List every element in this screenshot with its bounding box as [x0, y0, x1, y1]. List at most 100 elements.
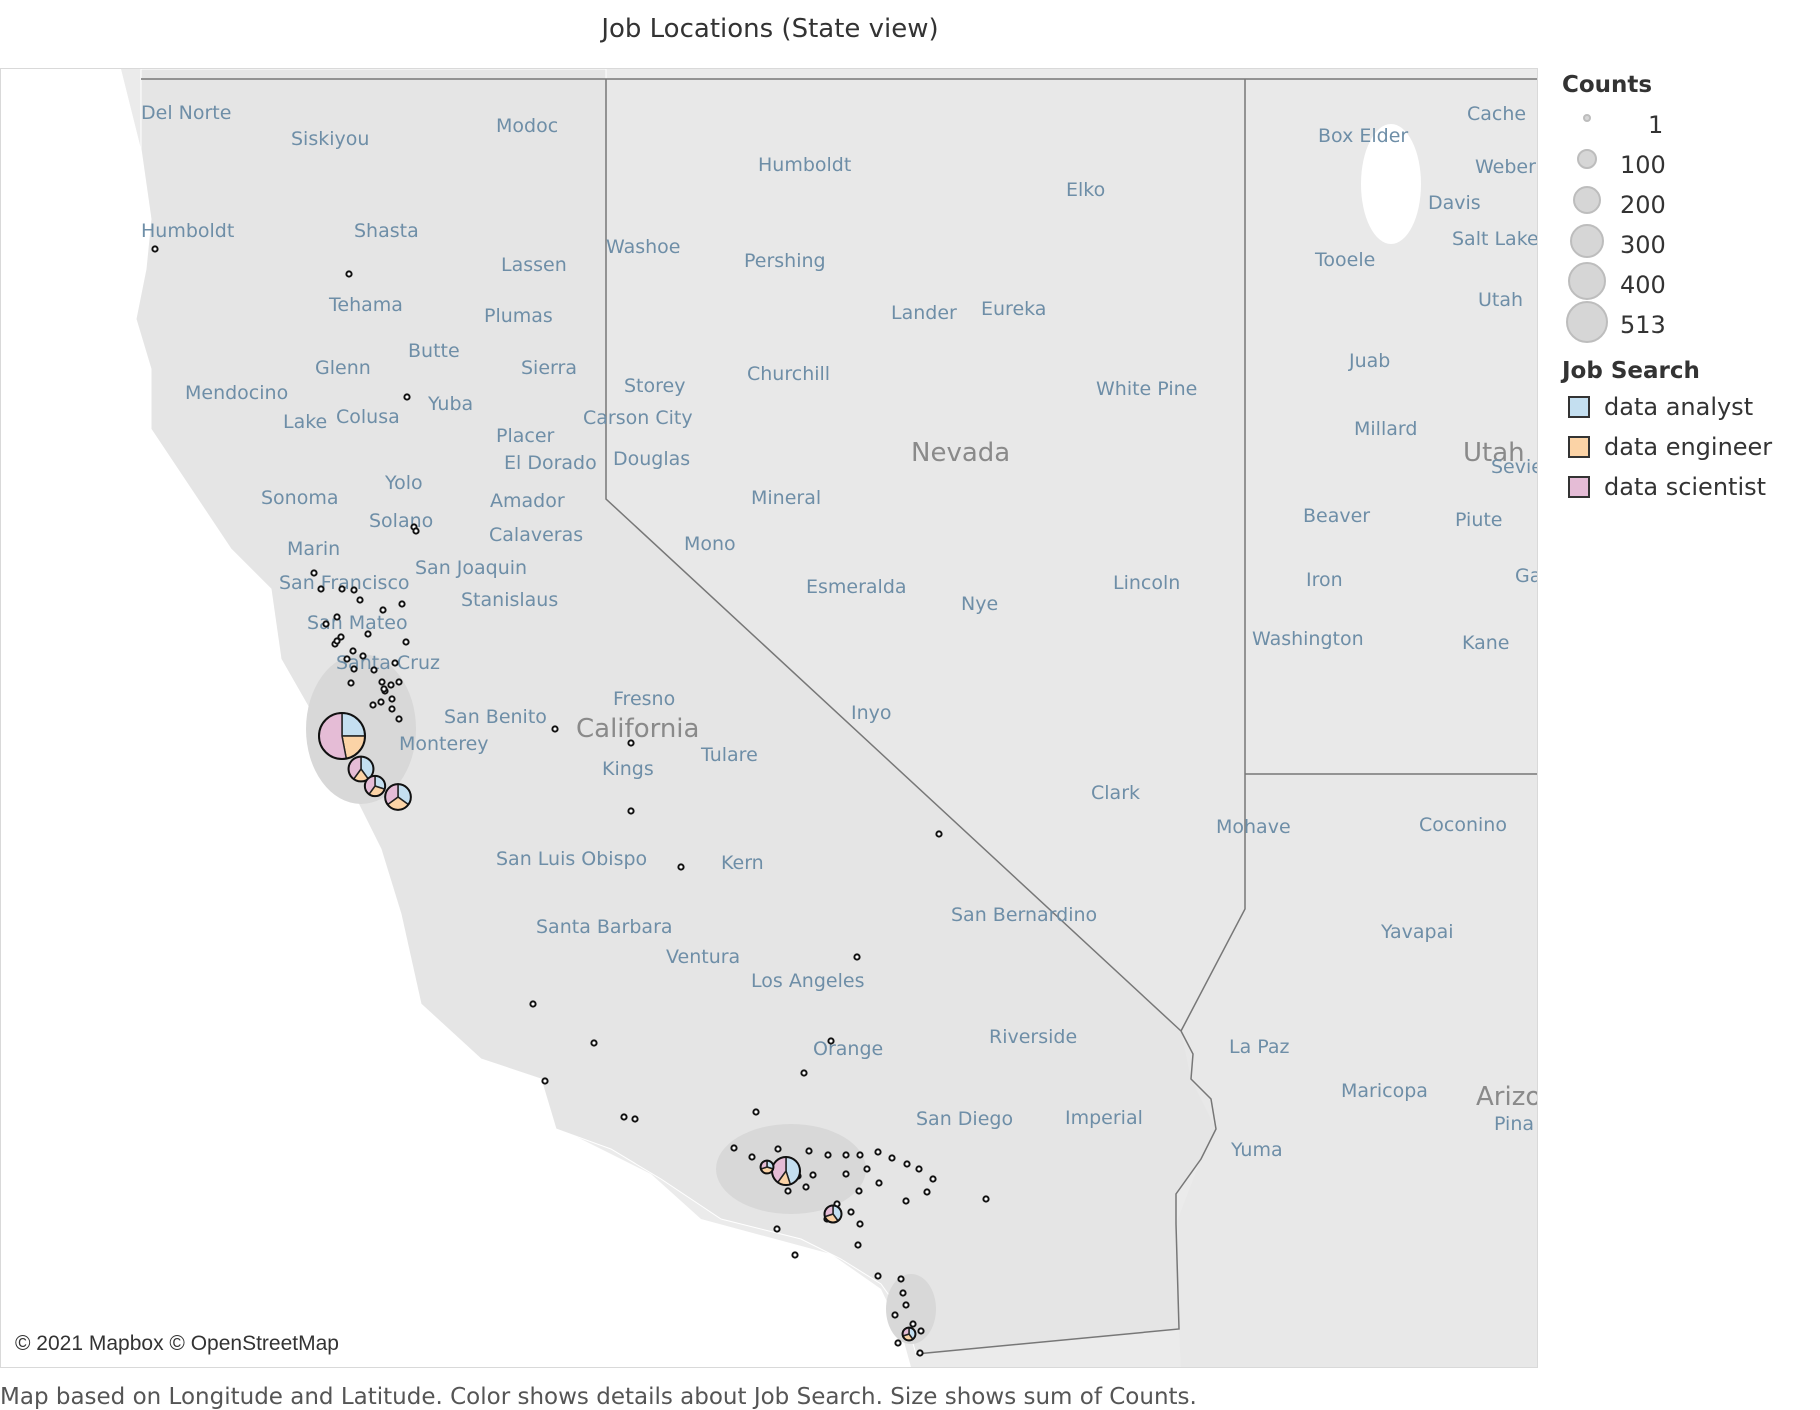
map-canvas[interactable]: California Nevada Utah Arizo Del Norte Si…	[1, 69, 1537, 1367]
job-location-dot[interactable]	[894, 1339, 902, 1347]
job-location-dot[interactable]	[824, 1151, 832, 1159]
job-location-dot[interactable]	[333, 637, 341, 645]
job-location-dot[interactable]	[345, 270, 353, 278]
job-location-dot[interactable]	[809, 1171, 817, 1179]
job-location-dot[interactable]	[395, 678, 403, 686]
job-location-dot[interactable]	[398, 600, 406, 608]
job-location-dot[interactable]	[805, 1147, 813, 1155]
job-location-dot[interactable]	[322, 620, 330, 628]
job-location-dot[interactable]	[359, 652, 367, 660]
job-location-dot[interactable]	[891, 1311, 899, 1319]
job-location-dot[interactable]	[982, 1195, 990, 1203]
job-location-dot[interactable]	[856, 1220, 864, 1228]
map-view[interactable]: California Nevada Utah Arizo Del Norte Si…	[0, 68, 1538, 1368]
job-location-dot[interactable]	[773, 1225, 781, 1233]
job-pie-marker[interactable]	[318, 712, 366, 760]
job-location-dot[interactable]	[842, 1151, 850, 1159]
job-location-dot[interactable]	[350, 665, 358, 673]
job-pie-marker[interactable]	[823, 1204, 843, 1224]
job-location-dot[interactable]	[909, 1320, 917, 1328]
color-legend-item[interactable]: data engineer	[1562, 430, 1812, 470]
job-location-dot[interactable]	[387, 681, 395, 689]
job-location-dot[interactable]	[388, 695, 396, 703]
job-location-dot[interactable]	[800, 1069, 808, 1077]
map-attribution[interactable]: © 2021 Mapbox © OpenStreetMap	[9, 1329, 345, 1359]
job-location-dot[interactable]	[380, 685, 388, 693]
size-legend-item[interactable]: 1	[1562, 104, 1812, 144]
job-location-dot[interactable]	[855, 1187, 863, 1195]
size-legend-item[interactable]: 200	[1562, 184, 1812, 224]
job-location-dot[interactable]	[627, 807, 635, 815]
job-location-dot[interactable]	[317, 585, 325, 593]
color-legend-item[interactable]: data scientist	[1562, 470, 1812, 510]
job-location-dot[interactable]	[897, 1275, 905, 1283]
size-legend-item[interactable]: 513	[1562, 301, 1812, 344]
job-location-dot[interactable]	[395, 715, 403, 723]
job-location-dot[interactable]	[356, 596, 364, 604]
job-location-dot[interactable]	[343, 655, 351, 663]
job-location-dot[interactable]	[349, 647, 357, 655]
job-pie-marker[interactable]	[759, 1159, 775, 1175]
job-location-dot[interactable]	[337, 633, 345, 641]
job-location-dot[interactable]	[916, 1349, 924, 1357]
job-location-dot[interactable]	[929, 1175, 937, 1183]
job-location-dot[interactable]	[369, 701, 377, 709]
job-location-dot[interactable]	[923, 1188, 931, 1196]
job-location-dot[interactable]	[350, 586, 358, 594]
job-location-dot[interactable]	[899, 1289, 907, 1297]
job-pie-marker[interactable]	[347, 755, 375, 783]
job-pie-marker[interactable]	[384, 783, 412, 811]
job-location-dot[interactable]	[827, 1037, 835, 1045]
job-location-dot[interactable]	[752, 1108, 760, 1116]
job-pie-marker[interactable]	[901, 1326, 917, 1342]
job-location-dot[interactable]	[338, 585, 346, 593]
size-legend-item[interactable]: 400	[1562, 262, 1812, 304]
job-location-dot[interactable]	[902, 1197, 910, 1205]
job-location-dot[interactable]	[627, 739, 635, 747]
job-pie-marker[interactable]	[363, 774, 387, 798]
job-location-dot[interactable]	[631, 1115, 639, 1123]
job-location-dot[interactable]	[620, 1113, 628, 1121]
size-legend-item[interactable]: 300	[1562, 224, 1812, 264]
job-location-dot[interactable]	[875, 1179, 883, 1187]
job-location-dot[interactable]	[310, 569, 318, 577]
job-location-dot[interactable]	[391, 659, 399, 667]
size-legend-item[interactable]: 100	[1562, 144, 1812, 184]
job-location-dot[interactable]	[902, 1301, 910, 1309]
job-location-dot[interactable]	[378, 678, 386, 686]
job-location-dot[interactable]	[388, 705, 396, 713]
job-location-dot[interactable]	[364, 630, 372, 638]
job-location-dot[interactable]	[333, 613, 341, 621]
job-location-dot[interactable]	[412, 527, 420, 535]
job-location-dot[interactable]	[551, 725, 559, 733]
job-location-dot[interactable]	[402, 638, 410, 646]
job-pie-marker[interactable]	[771, 1156, 801, 1186]
job-location-dot[interactable]	[903, 1160, 911, 1168]
job-location-dot[interactable]	[874, 1148, 882, 1156]
job-location-dot[interactable]	[847, 1208, 855, 1216]
job-location-dot[interactable]	[935, 830, 943, 838]
job-location-dot[interactable]	[863, 1165, 871, 1173]
job-location-dot[interactable]	[370, 666, 378, 674]
job-location-dot[interactable]	[784, 1187, 792, 1195]
job-location-dot[interactable]	[730, 1144, 738, 1152]
job-location-dot[interactable]	[854, 1241, 862, 1249]
job-location-dot[interactable]	[853, 953, 861, 961]
job-location-dot[interactable]	[888, 1154, 896, 1162]
job-location-dot[interactable]	[590, 1039, 598, 1047]
job-location-dot[interactable]	[915, 1165, 923, 1173]
color-legend-item[interactable]: data analyst	[1562, 390, 1812, 430]
job-location-dot[interactable]	[791, 1251, 799, 1259]
job-location-dot[interactable]	[856, 1151, 864, 1159]
job-location-dot[interactable]	[802, 1183, 810, 1191]
job-location-dot[interactable]	[529, 1000, 537, 1008]
job-location-dot[interactable]	[541, 1077, 549, 1085]
job-location-dot[interactable]	[917, 1327, 925, 1335]
job-location-dot[interactable]	[379, 606, 387, 614]
job-location-dot[interactable]	[874, 1272, 882, 1280]
job-location-dot[interactable]	[774, 1145, 782, 1153]
job-location-dot[interactable]	[748, 1153, 756, 1161]
job-location-dot[interactable]	[842, 1170, 850, 1178]
job-location-dot[interactable]	[377, 698, 385, 706]
job-location-dot[interactable]	[151, 245, 159, 253]
